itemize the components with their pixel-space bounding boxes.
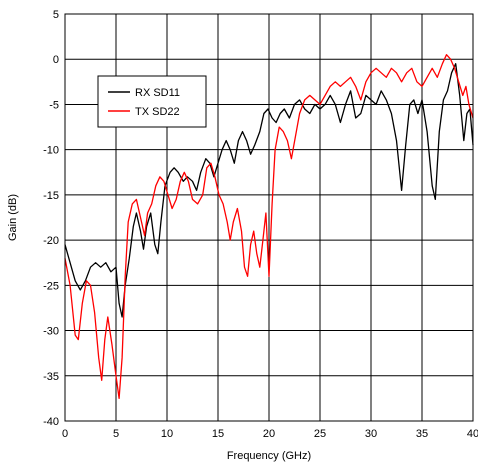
y-tick-label: 5 — [53, 9, 59, 21]
y-tick-label: -35 — [43, 371, 59, 383]
x-tick-label: 20 — [263, 428, 275, 440]
series-line-rx-sd11 — [64, 63, 474, 318]
y-axis-title: Gain (dB) — [7, 194, 19, 241]
x-tick-label: 10 — [161, 428, 173, 440]
y-tick-label: -25 — [43, 280, 59, 292]
y-tick-label: -10 — [43, 145, 59, 157]
legend-label-tx-sd22: TX SD22 — [135, 106, 180, 118]
y-tick-label: -20 — [43, 235, 59, 247]
x-tick-label: 0 — [62, 428, 68, 440]
tick-labels: 0 5 10 15 20 25 30 35 40 5 0 -5 -10 -15 -20 -25 -30 -35 -4… — [43, 9, 478, 440]
x-tick-label: 5 — [113, 428, 119, 440]
legend: RX SD11 TX SD22 — [97, 75, 207, 128]
plot-area-frame — [64, 13, 474, 422]
y-tick-label: -5 — [49, 99, 59, 111]
y-tick-label: -40 — [43, 416, 59, 428]
x-tick-label: 30 — [365, 428, 377, 440]
series-line-tx-sd22 — [64, 54, 474, 400]
x-tick-label: 25 — [314, 428, 326, 440]
y-tick-label: -15 — [43, 190, 59, 202]
legend-box — [97, 75, 207, 128]
y-tick-label: 0 — [53, 54, 59, 66]
y-tick-label: -30 — [43, 326, 59, 338]
x-axis-title: Frequency (GHz) — [227, 450, 311, 462]
x-tick-label: 40 — [467, 428, 478, 440]
x-tick-label: 15 — [212, 428, 224, 440]
legend-label-rx-sd11: RX SD11 — [135, 87, 180, 99]
series-lines — [64, 54, 474, 400]
x-tick-label: 35 — [416, 428, 428, 440]
